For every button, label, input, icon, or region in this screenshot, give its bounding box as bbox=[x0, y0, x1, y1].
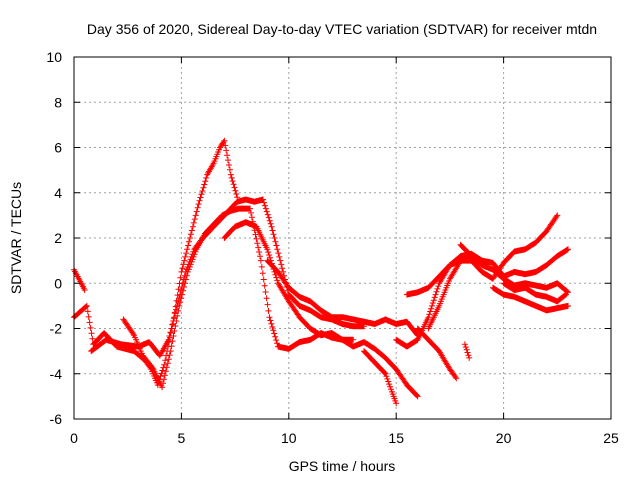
x-tick-label: 5 bbox=[178, 430, 186, 446]
data-point-markers bbox=[461, 341, 473, 361]
data-point-markers bbox=[361, 348, 400, 407]
chart-title: Day 356 of 2020, Sidereal Day-to-day VTE… bbox=[87, 21, 597, 37]
series-track-13 bbox=[457, 241, 571, 296]
data-point-markers bbox=[425, 253, 475, 332]
grid-lines bbox=[74, 57, 611, 419]
y-tick-label: 2 bbox=[54, 230, 62, 246]
series-track-10 bbox=[414, 325, 460, 382]
series-track-15 bbox=[500, 280, 569, 305]
series-track-5 bbox=[221, 219, 421, 400]
series-track-14 bbox=[489, 284, 571, 314]
data-points bbox=[71, 137, 571, 407]
data-point-markers bbox=[457, 241, 571, 296]
series-track-4 bbox=[120, 205, 357, 391]
x-tick-label: 0 bbox=[70, 430, 78, 446]
y-tick-label: -4 bbox=[50, 366, 63, 382]
y-tick-label: 0 bbox=[54, 275, 62, 291]
y-tick-label: 8 bbox=[54, 94, 62, 110]
x-tick-labels: 0 5 10 15 20 25 bbox=[70, 430, 619, 446]
data-point-markers bbox=[403, 246, 571, 298]
x-tick-label: 20 bbox=[496, 430, 512, 446]
axis-ticks bbox=[73, 56, 612, 420]
y-tick-label: 10 bbox=[46, 49, 62, 65]
y-tick-labels: -6 -4 -2 0 2 4 6 8 10 bbox=[46, 49, 62, 427]
data-point-markers bbox=[500, 280, 569, 305]
data-point-markers bbox=[120, 205, 357, 391]
x-tick-label: 15 bbox=[388, 430, 404, 446]
series-track-9 bbox=[403, 246, 571, 298]
data-point-markers bbox=[414, 325, 460, 382]
y-axis-label: SDTVAR / TECUs bbox=[8, 182, 24, 294]
data-point-markers bbox=[489, 284, 571, 314]
x-tick-label: 10 bbox=[281, 430, 297, 446]
y-tick-label: 6 bbox=[54, 140, 62, 156]
y-tick-label: -2 bbox=[50, 321, 63, 337]
series-track-7 bbox=[361, 348, 400, 407]
x-axis-label: GPS time / hours bbox=[289, 458, 396, 474]
data-point-markers bbox=[221, 219, 421, 400]
series-track-6 bbox=[264, 257, 421, 339]
y-tick-label: -6 bbox=[50, 411, 63, 427]
x-tick-label: 25 bbox=[603, 430, 619, 446]
series-track-11 bbox=[425, 253, 475, 332]
y-tick-label: 4 bbox=[54, 185, 62, 201]
data-point-markers bbox=[264, 257, 421, 339]
series-track-12 bbox=[461, 341, 473, 361]
